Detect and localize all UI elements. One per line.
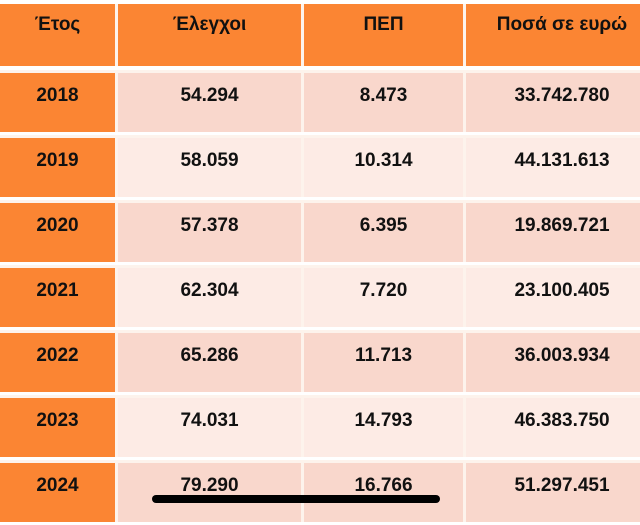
cell-year: 2023 [0,398,118,457]
cell-pep: 6.395 [304,203,466,262]
header-checks: Έλεγχοι [118,4,304,66]
cell-amount: 46.383.750 [466,398,640,457]
cell-amount: 19.869.721 [466,203,640,262]
table-row: 2022 65.286 11.713 36.003.934 [0,330,640,395]
cell-amount: 36.003.934 [466,333,640,392]
cell-year: 2019 [0,138,118,197]
table-row: 2020 57.378 6.395 19.869.721 [0,200,640,265]
cell-year: 2020 [0,203,118,262]
data-table: Έτος Έλεγχοι ΠΕΠ Ποσά σε ευρώ 2018 54.29… [0,4,640,525]
cell-pep: 10.314 [304,138,466,197]
table-row: 2018 54.294 8.473 33.742.780 [0,70,640,135]
table-row: 2024 79.290 16.766 51.297.451 [0,460,640,525]
cell-amount: 23.100.405 [466,268,640,327]
cell-year: 2024 [0,463,118,522]
cell-checks: 65.286 [118,333,304,392]
cell-year: 2018 [0,73,118,132]
header-year: Έτος [0,4,118,66]
cell-amount: 33.742.780 [466,73,640,132]
cell-pep: 7.720 [304,268,466,327]
table-header: Έτος Έλεγχοι ΠΕΠ Ποσά σε ευρώ [0,4,640,66]
table-row: 2019 58.059 10.314 44.131.613 [0,135,640,200]
cell-year: 2021 [0,268,118,327]
cell-checks: 58.059 [118,138,304,197]
table-row: 2023 74.031 14.793 46.383.750 [0,395,640,460]
cell-checks: 57.378 [118,203,304,262]
cell-checks: 62.304 [118,268,304,327]
cell-checks: 74.031 [118,398,304,457]
cell-amount: 51.297.451 [466,463,640,522]
header-amounts: Ποσά σε ευρώ [466,4,640,66]
cell-pep: 11.713 [304,333,466,392]
cell-checks: 79.290 [118,463,304,522]
cell-pep: 8.473 [304,73,466,132]
cell-amount: 44.131.613 [466,138,640,197]
cell-year: 2022 [0,333,118,392]
header-pep: ΠΕΠ [304,4,466,66]
cell-pep: 16.766 [304,463,466,522]
home-indicator[interactable] [152,495,440,503]
table-row: 2021 62.304 7.720 23.100.405 [0,265,640,330]
cell-checks: 54.294 [118,73,304,132]
cell-pep: 14.793 [304,398,466,457]
